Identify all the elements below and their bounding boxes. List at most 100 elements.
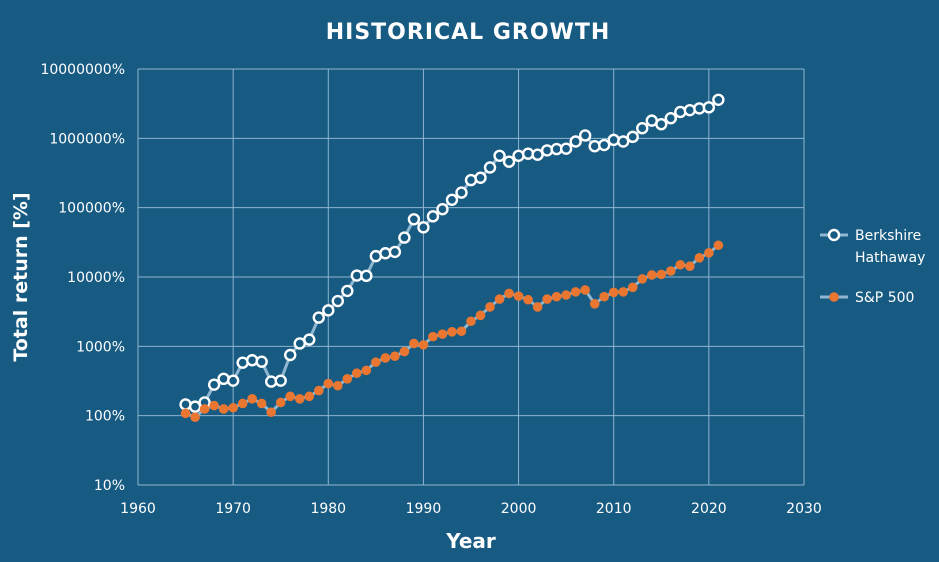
data-point-sp500: [352, 368, 362, 378]
data-point-berkshire: [674, 105, 687, 119]
data-point-berkshire: [417, 221, 430, 234]
legend-label-sp500: S&P 500: [855, 290, 914, 306]
data-point-berkshire: [712, 93, 725, 106]
x-axis-title: Year: [445, 529, 496, 553]
data-point-sp500: [561, 290, 571, 300]
data-point-sp500: [637, 274, 648, 284]
legend-item-sp500: S&P 500: [820, 290, 914, 306]
data-point-sp500: [409, 338, 419, 349]
data-point-sp500: [371, 357, 381, 368]
data-point-sp500: [380, 353, 391, 363]
data-point-berkshire: [483, 161, 497, 174]
data-point-sp500: [323, 378, 334, 389]
data-point-berkshire: [284, 348, 297, 362]
data-point-sp500: [551, 291, 562, 302]
series-lines: [185, 98, 720, 419]
data-point-berkshire: [559, 142, 573, 155]
data-point-berkshire: [702, 101, 716, 114]
data-point-berkshire: [445, 193, 459, 206]
data-point-sp500: [694, 253, 705, 263]
data-point-berkshire: [407, 213, 421, 226]
data-point-berkshire: [664, 112, 677, 125]
data-point-sp500: [285, 391, 296, 402]
data-point-sp500: [494, 294, 505, 304]
data-point-sp500: [399, 346, 410, 357]
legend-label-berkshire-line2: Hathaway: [855, 250, 925, 266]
data-point-sp500: [228, 402, 238, 413]
data-point-sp500: [333, 380, 343, 391]
data-point-berkshire: [617, 135, 630, 148]
x-tick-label: 1960: [120, 501, 156, 517]
data-point-berkshire: [502, 155, 516, 168]
data-point-sp500: [646, 270, 657, 280]
data-point-sp500: [190, 412, 200, 423]
data-point-berkshire: [531, 148, 544, 161]
data-point-sp500: [256, 398, 267, 409]
data-point-sp500: [666, 266, 676, 276]
y-tick-label: 10%: [94, 478, 125, 494]
y-axis-title: Total return [%]: [10, 192, 32, 361]
data-point-sp500: [475, 310, 486, 321]
legend-item-berkshire: Berkshire Hathaway: [820, 228, 926, 266]
data-point-berkshire: [598, 138, 611, 152]
data-point-berkshire: [331, 294, 344, 308]
data-point-sp500: [313, 385, 324, 396]
grid: [137, 68, 805, 486]
data-point-sp500: [437, 329, 448, 339]
y-tick-label: 10000%: [67, 270, 125, 286]
data-point-sp500: [266, 407, 277, 418]
data-point-sp500: [685, 261, 695, 272]
data-point-berkshire: [683, 103, 697, 117]
data-point-sp500: [627, 282, 638, 293]
data-point-berkshire: [655, 117, 668, 131]
data-point-berkshire: [436, 203, 449, 216]
x-tick-label: 2020: [691, 501, 727, 517]
series-markers: [179, 93, 725, 423]
data-point-sp500: [418, 340, 429, 350]
x-tick-label: 2010: [596, 501, 632, 517]
data-point-berkshire: [607, 133, 620, 147]
data-point-sp500: [580, 285, 590, 295]
y-tick-label: 1000000%: [49, 131, 125, 147]
data-point-berkshire: [274, 374, 287, 387]
data-point-sp500: [209, 400, 219, 411]
data-point-sp500: [513, 291, 524, 301]
data-point-berkshire: [636, 122, 649, 135]
data-point-sp500: [199, 404, 210, 414]
data-point-sp500: [466, 316, 476, 327]
data-point-sp500: [237, 398, 248, 409]
y-tick-label: 100%: [85, 409, 125, 425]
data-point-sp500: [390, 351, 400, 362]
data-point-sp500: [428, 331, 438, 342]
data-point-sp500: [361, 365, 372, 376]
data-point-sp500: [247, 394, 257, 404]
legend-marker-sp500: [829, 292, 839, 302]
x-tick-label: 2000: [501, 501, 537, 517]
x-tick-label: 1970: [215, 501, 251, 517]
data-point-berkshire: [626, 130, 639, 144]
tick-labels: 1960 1970 1980 1990 2000 2010 2020 2030 10% 100% 1…: [40, 62, 821, 517]
data-point-berkshire: [207, 378, 221, 391]
data-point-sp500: [656, 269, 667, 280]
legend-label-berkshire-line1: Berkshire: [855, 228, 921, 244]
data-point-sp500: [608, 287, 619, 298]
data-point-sp500: [618, 287, 629, 297]
legend: Berkshire Hathaway S&P 500: [820, 228, 926, 306]
data-point-sp500: [504, 288, 514, 299]
data-point-sp500: [180, 408, 191, 419]
y-tick-label: 100000%: [58, 201, 125, 217]
data-point-berkshire: [578, 129, 592, 142]
data-point-sp500: [304, 391, 315, 402]
chart-title: HISTORICAL GROWTH: [326, 20, 611, 45]
data-point-berkshire: [322, 304, 335, 317]
data-point-berkshire: [398, 231, 411, 244]
x-tick-label: 2030: [786, 501, 822, 517]
legend-marker-berkshire: [827, 228, 841, 242]
data-point-berkshire: [255, 355, 268, 368]
y-tick-label: 10000000%: [40, 62, 125, 78]
legend-label-berkshire: Berkshire Hathaway: [855, 228, 926, 266]
x-tick-label: 1990: [406, 501, 442, 517]
data-point-sp500: [523, 294, 533, 305]
